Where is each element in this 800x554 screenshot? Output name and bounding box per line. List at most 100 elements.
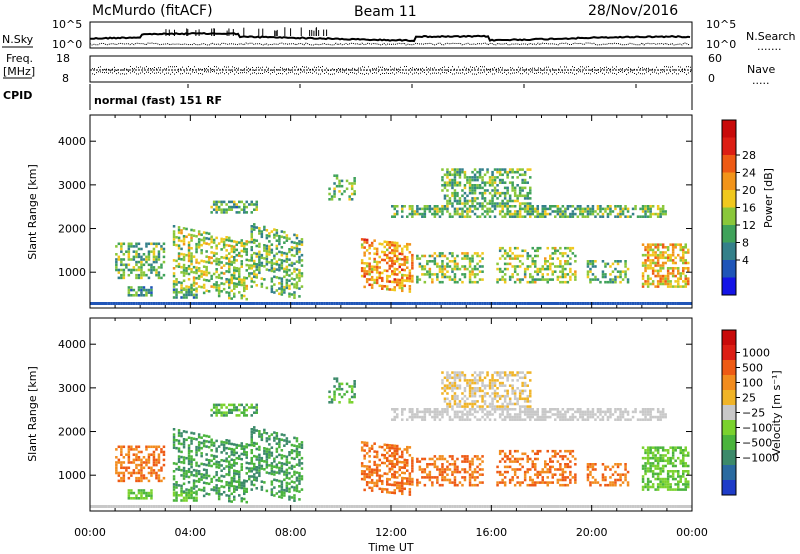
velocity-cell bbox=[255, 466, 259, 469]
velocity-cell bbox=[523, 452, 527, 456]
power-cell bbox=[468, 178, 472, 182]
velocity-cell bbox=[368, 460, 371, 463]
power-cell bbox=[534, 278, 537, 281]
power-cell bbox=[217, 242, 221, 245]
power-cell bbox=[518, 212, 522, 216]
velocity-cell bbox=[147, 461, 151, 464]
power-cell bbox=[654, 251, 657, 254]
velocity-cell bbox=[207, 464, 211, 467]
velocity-cell bbox=[340, 382, 344, 386]
power-cell bbox=[488, 215, 492, 218]
power-cell bbox=[463, 202, 467, 205]
velocity-cell bbox=[220, 479, 223, 483]
power-cell bbox=[666, 269, 670, 273]
power-cell bbox=[187, 302, 191, 305]
power-cell bbox=[521, 181, 524, 184]
power-cell bbox=[513, 212, 517, 216]
velocity-cell bbox=[243, 406, 246, 409]
freq-dot bbox=[482, 66, 483, 68]
power-cell bbox=[536, 249, 540, 253]
power-cell bbox=[165, 302, 168, 305]
power-cell bbox=[641, 253, 645, 257]
power-cell bbox=[117, 276, 121, 280]
power-cell bbox=[561, 205, 565, 208]
velocity-cell bbox=[375, 471, 379, 475]
power-cell bbox=[348, 302, 351, 305]
velocity-cell bbox=[463, 402, 467, 406]
power-cell bbox=[551, 257, 555, 260]
velocity-cell bbox=[135, 463, 138, 467]
velocity-cell bbox=[438, 455, 442, 458]
power-cell bbox=[122, 273, 126, 277]
velocity-cell bbox=[416, 483, 419, 487]
nave-dot bbox=[662, 71, 663, 73]
freq-dot bbox=[544, 67, 545, 69]
power-cell bbox=[190, 254, 193, 258]
power-cell bbox=[177, 291, 181, 294]
power-cell bbox=[197, 285, 201, 288]
velocity-cell bbox=[506, 470, 509, 474]
velocity-cell bbox=[478, 371, 482, 374]
power-cell bbox=[155, 255, 158, 259]
power-cell bbox=[235, 203, 239, 206]
velocity-cell bbox=[283, 494, 286, 497]
freq-dot bbox=[172, 66, 173, 68]
velocity-cell bbox=[335, 377, 339, 380]
power-cell bbox=[373, 268, 376, 271]
nave-dot bbox=[256, 73, 257, 75]
velocity-cell bbox=[298, 458, 301, 462]
power-cell bbox=[182, 271, 186, 275]
power-cell bbox=[478, 260, 482, 263]
power-cell bbox=[619, 210, 622, 213]
nave-dot bbox=[502, 72, 503, 74]
velocity-cell bbox=[375, 482, 379, 485]
velocity-cell bbox=[433, 476, 437, 479]
power-cell bbox=[503, 212, 507, 216]
power-cell bbox=[659, 277, 662, 280]
power-cell bbox=[544, 210, 547, 213]
velocity-cell bbox=[233, 498, 236, 501]
velocity-cell bbox=[285, 484, 289, 487]
power-cell bbox=[677, 302, 680, 305]
power-cell bbox=[453, 181, 457, 184]
velocity-cell bbox=[172, 477, 176, 481]
power-cell bbox=[335, 302, 339, 305]
power-cell bbox=[596, 205, 600, 208]
velocity-cell bbox=[147, 479, 151, 483]
power-cell bbox=[521, 173, 524, 177]
nave-dot bbox=[178, 71, 179, 73]
velocity-cell bbox=[481, 455, 484, 458]
nave-dot bbox=[146, 71, 147, 73]
power-cell bbox=[649, 253, 652, 257]
velocity-cell bbox=[233, 472, 236, 475]
velocity-cell bbox=[386, 472, 389, 476]
velocity-cell bbox=[463, 400, 467, 403]
power-cell bbox=[293, 285, 296, 289]
power-cell bbox=[651, 302, 655, 305]
power-cell bbox=[265, 252, 269, 256]
power-cell bbox=[564, 210, 567, 213]
velocity-cell bbox=[483, 376, 487, 380]
power-cell bbox=[132, 268, 136, 272]
power-cell bbox=[363, 275, 366, 278]
velocity-cell bbox=[295, 450, 299, 453]
velocity-cell bbox=[230, 408, 234, 412]
power-cell bbox=[228, 286, 231, 289]
power-cell bbox=[431, 278, 434, 281]
power-cell bbox=[160, 302, 163, 305]
velocity-cell bbox=[197, 441, 201, 444]
power-cell bbox=[669, 253, 672, 257]
power-cell bbox=[378, 242, 382, 246]
velocity-cell bbox=[140, 491, 143, 495]
power-cell bbox=[523, 194, 527, 198]
power-cell bbox=[290, 272, 294, 275]
velocity-cell bbox=[130, 489, 133, 492]
power-cell bbox=[401, 215, 404, 218]
freq-dot bbox=[578, 68, 579, 70]
power-cell bbox=[180, 291, 183, 294]
velocity-cell bbox=[245, 500, 249, 504]
power-cell bbox=[300, 240, 304, 244]
power-cell bbox=[498, 246, 502, 250]
power-cell bbox=[225, 291, 228, 294]
velocity-cell bbox=[345, 390, 349, 394]
